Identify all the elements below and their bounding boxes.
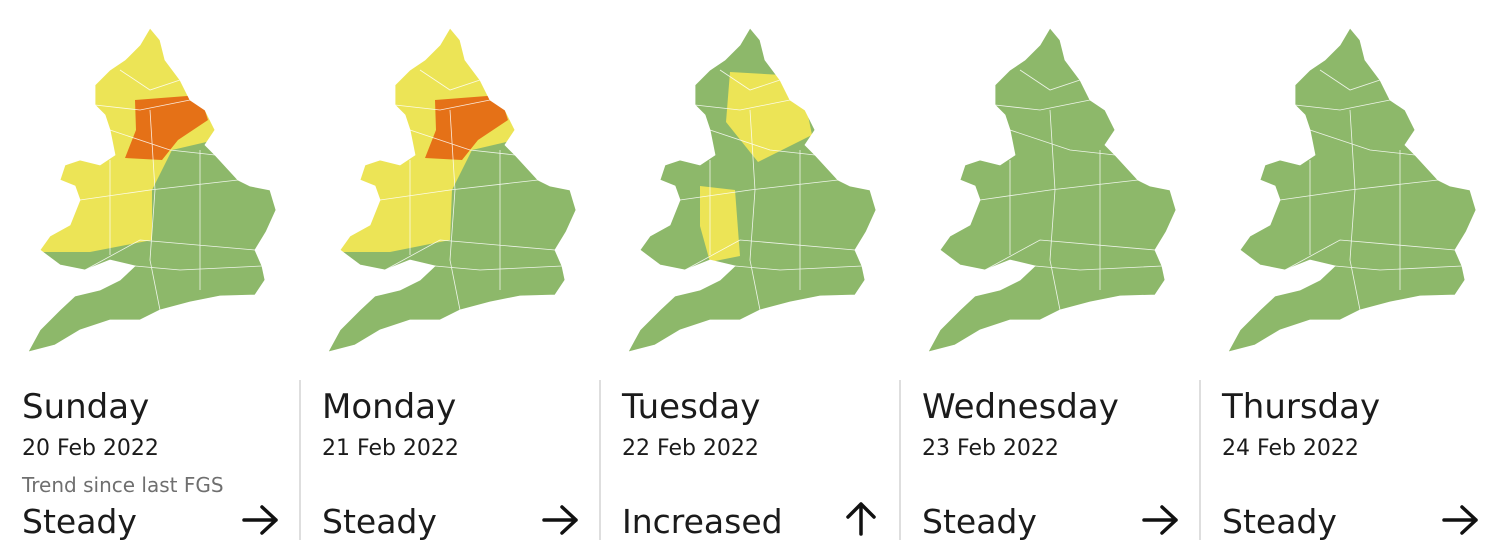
arrow-right xyxy=(1142,505,1178,535)
county-borders xyxy=(79,69,263,311)
day-column: Tuesday 22 Feb 2022 Increased xyxy=(621,27,877,540)
map xyxy=(328,28,576,352)
map-outline xyxy=(327,27,577,353)
day-column: Thursday 24 Feb 2022 Steady xyxy=(1221,27,1477,540)
map xyxy=(628,28,876,352)
trend: Steady xyxy=(922,502,1037,540)
trend: Increased xyxy=(622,502,783,540)
map-outline xyxy=(627,27,877,353)
date: 20 Feb 2022 xyxy=(22,436,159,461)
trend-icons xyxy=(242,502,1478,536)
date: 21 Feb 2022 xyxy=(322,436,459,461)
map xyxy=(1228,28,1476,352)
trend-label: Trend since last FGS xyxy=(21,473,224,497)
map-outline xyxy=(927,27,1177,353)
map xyxy=(28,28,276,352)
trend: Steady xyxy=(22,502,137,540)
county-borders xyxy=(1279,69,1463,311)
day-name: Monday xyxy=(322,387,456,427)
trend: Steady xyxy=(322,502,437,540)
day-column: Monday 21 Feb 2022 Steady xyxy=(322,27,577,540)
arrow-right xyxy=(242,505,278,535)
map-outline xyxy=(1227,27,1477,353)
trend: Steady xyxy=(1222,502,1337,540)
arrow-right xyxy=(1442,505,1478,535)
separators xyxy=(299,380,1201,540)
day-name: Sunday xyxy=(22,387,149,427)
warning-area xyxy=(125,95,208,160)
county-borders xyxy=(979,69,1163,311)
county-borders xyxy=(379,69,563,311)
day-name: Thursday xyxy=(1221,387,1380,427)
arrow-up xyxy=(846,502,876,536)
warning-area xyxy=(425,95,508,160)
day-name: Wednesday xyxy=(922,387,1119,427)
date: 24 Feb 2022 xyxy=(1222,436,1359,461)
day-column: Wednesday 23 Feb 2022 Steady xyxy=(922,27,1177,540)
county-borders xyxy=(679,69,863,311)
day-column: Sunday 20 Feb 2022 Steady xyxy=(22,27,277,540)
arrow-right xyxy=(542,505,578,535)
map xyxy=(928,28,1176,352)
date: 22 Feb 2022 xyxy=(622,436,759,461)
day-name: Tuesday xyxy=(621,387,760,427)
map-outline xyxy=(27,27,277,353)
date: 23 Feb 2022 xyxy=(922,436,1059,461)
